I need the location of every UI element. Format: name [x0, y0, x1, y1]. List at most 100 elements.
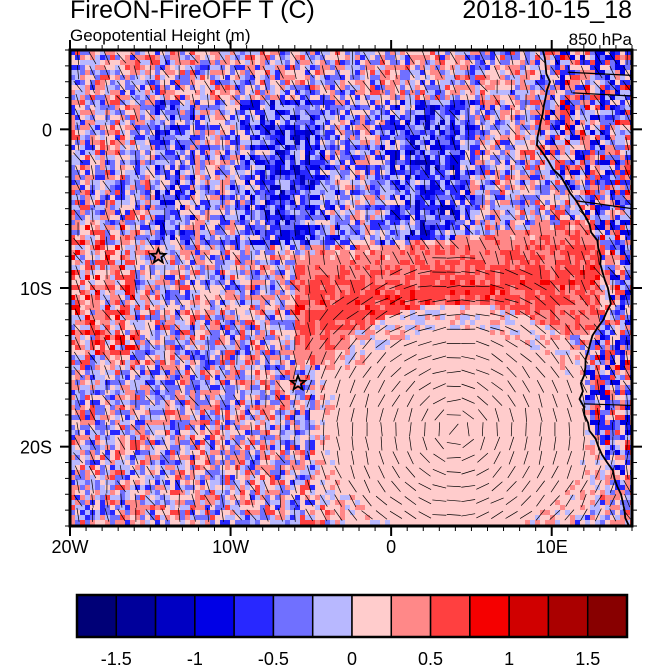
- field-cell: [535, 90, 540, 95]
- field-cell: [445, 240, 450, 245]
- field-cell: [615, 195, 620, 200]
- field-cell: [195, 205, 200, 210]
- field-cell: [140, 220, 145, 225]
- field-cell: [170, 230, 175, 235]
- field-cell: [605, 60, 610, 65]
- field-cell: [565, 195, 570, 200]
- field-cell: [100, 140, 105, 145]
- field-cell: [200, 175, 205, 180]
- field-cell: [470, 60, 475, 65]
- field-cell: [600, 210, 605, 215]
- field-cell: [505, 65, 510, 70]
- field-cell: [590, 110, 595, 115]
- field-cell: [470, 230, 475, 235]
- field-cell: [245, 165, 250, 170]
- field-cell: [505, 70, 510, 75]
- field-cell: [125, 250, 130, 255]
- field-cell: [540, 90, 545, 95]
- field-cell: [545, 255, 550, 260]
- field-cell: [260, 265, 265, 270]
- field-cell: [305, 185, 310, 190]
- field-cell: [415, 145, 420, 150]
- field-cell: [400, 135, 405, 140]
- field-cell: [85, 200, 90, 205]
- field-cell: [280, 255, 285, 260]
- field-cell: [300, 145, 305, 150]
- field-cell: [220, 125, 225, 130]
- field-cell: [420, 175, 425, 180]
- field-cell: [160, 215, 165, 220]
- field-cell: [600, 90, 605, 95]
- field-cell: [380, 85, 385, 90]
- field-cell: [470, 185, 475, 190]
- field-cell: [350, 260, 355, 265]
- field-cell: [375, 225, 380, 230]
- field-cell: [420, 185, 425, 190]
- field-cell: [530, 60, 535, 65]
- field-cell: [555, 190, 560, 195]
- field-cell: [80, 185, 85, 190]
- field-cell: [295, 235, 300, 240]
- field-cell: [110, 170, 115, 175]
- field-cell: [465, 115, 470, 120]
- field-cell: [295, 130, 300, 135]
- field-cell: [225, 190, 230, 195]
- field-cell: [110, 225, 115, 230]
- field-cell: [600, 260, 605, 265]
- field-cell: [620, 60, 625, 65]
- field-cell: [205, 185, 210, 190]
- field-cell: [540, 175, 545, 180]
- field-cell: [320, 150, 325, 155]
- field-cell: [330, 255, 335, 260]
- field-cell: [230, 220, 235, 225]
- field-cell: [395, 85, 400, 90]
- field-cell: [480, 105, 485, 110]
- field-cell: [620, 255, 625, 260]
- field-cell: [320, 80, 325, 85]
- field-cell: [400, 195, 405, 200]
- field-cell: [85, 125, 90, 130]
- field-cell: [455, 70, 460, 75]
- field-cell: [525, 130, 530, 135]
- field-cell: [140, 90, 145, 95]
- field-cell: [150, 265, 155, 270]
- field-cell: [490, 250, 495, 255]
- field-cell: [320, 190, 325, 195]
- field-cell: [235, 230, 240, 235]
- field-cell: [370, 230, 375, 235]
- field-cell: [375, 125, 380, 130]
- field-cell: [440, 70, 445, 75]
- field-cell: [135, 170, 140, 175]
- field-cell: [460, 215, 465, 220]
- field-cell: [360, 165, 365, 170]
- field-cell: [85, 110, 90, 115]
- field-cell: [270, 235, 275, 240]
- field-cell: [420, 260, 425, 265]
- field-cell: [560, 190, 565, 195]
- field-cell: [355, 135, 360, 140]
- field-cell: [320, 160, 325, 165]
- field-cell: [505, 255, 510, 260]
- field-cell: [175, 130, 180, 135]
- field-cell: [600, 70, 605, 75]
- field-cell: [75, 100, 80, 105]
- field-cell: [230, 265, 235, 270]
- field-cell: [505, 260, 510, 265]
- field-cell: [200, 185, 205, 190]
- field-cell: [110, 60, 115, 65]
- field-cell: [425, 145, 430, 150]
- field-cell: [360, 180, 365, 185]
- field-cell: [155, 205, 160, 210]
- field-cell: [310, 70, 315, 75]
- field-cell: [100, 225, 105, 230]
- field-cell: [80, 90, 85, 95]
- field-cell: [90, 120, 95, 125]
- field-cell: [540, 125, 545, 130]
- field-cell: [210, 230, 215, 235]
- field-cell: [615, 110, 620, 115]
- field-cell: [255, 55, 260, 60]
- field-cell: [250, 95, 255, 100]
- field-cell: [85, 75, 90, 80]
- field-cell: [155, 260, 160, 265]
- field-cell: [165, 195, 170, 200]
